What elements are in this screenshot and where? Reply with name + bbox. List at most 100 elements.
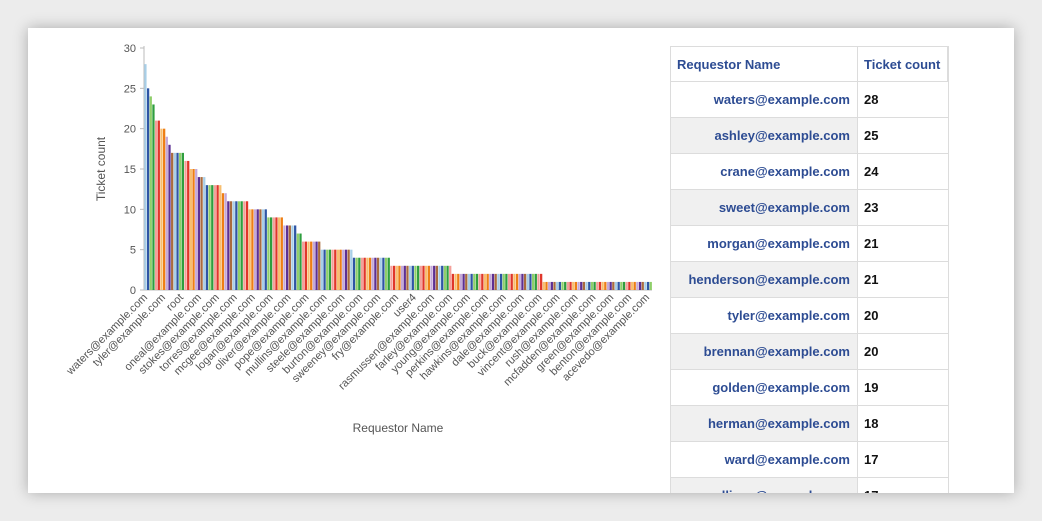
bar[interactable] [261,209,265,290]
bar[interactable] [283,225,286,290]
bar[interactable] [248,209,251,290]
bar[interactable] [491,273,495,290]
bar[interactable] [189,169,193,290]
bar[interactable] [451,273,455,290]
bar[interactable] [149,96,152,291]
bar[interactable] [497,273,500,290]
bar[interactable] [411,265,414,290]
bar[interactable] [489,273,492,290]
bar[interactable] [636,281,639,290]
bar[interactable] [630,281,634,290]
column-header-requestor[interactable]: Requestor Name [671,47,858,82]
bar[interactable] [336,249,340,290]
bar[interactable] [427,265,430,290]
bar[interactable] [200,177,203,290]
bar[interactable] [387,257,390,290]
bar[interactable] [154,120,158,290]
bar[interactable] [195,169,198,290]
bar[interactable] [339,249,342,290]
bar[interactable] [553,281,556,290]
bar[interactable] [499,273,503,290]
bar[interactable] [582,281,586,290]
bar[interactable] [646,281,650,290]
bar[interactable] [529,273,532,290]
bar[interactable] [315,241,318,290]
bar[interactable] [267,217,270,290]
bar[interactable] [430,265,433,290]
bar[interactable] [467,273,471,290]
bar[interactable] [390,265,393,290]
bar[interactable] [644,281,647,290]
bar[interactable] [235,201,238,290]
bar[interactable] [633,281,636,290]
bar[interactable] [347,249,350,290]
bar[interactable] [510,273,513,290]
bar[interactable] [286,225,289,290]
bar[interactable] [406,265,409,290]
bar[interactable] [494,273,497,290]
bar[interactable] [358,257,361,290]
bar[interactable] [360,257,364,290]
bar[interactable] [294,225,297,290]
bar[interactable] [585,281,588,290]
bar[interactable] [459,273,463,290]
bar[interactable] [408,265,412,290]
bar[interactable] [352,257,356,290]
bar[interactable] [157,120,160,290]
bar[interactable] [638,281,642,290]
bar[interactable] [481,273,484,290]
bar[interactable] [622,281,626,290]
bar[interactable] [534,273,537,290]
bar[interactable] [326,249,329,290]
bar[interactable] [296,233,299,290]
bar[interactable] [304,241,307,290]
bar[interactable] [302,241,305,290]
bar[interactable] [224,193,227,290]
bar[interactable] [334,249,337,290]
bar[interactable] [649,281,652,290]
table-row[interactable]: crane@example.com 24 [671,153,948,190]
bar[interactable] [312,241,316,290]
bar[interactable] [219,185,222,290]
bar[interactable] [564,281,567,290]
bar[interactable] [237,201,241,290]
bar[interactable] [574,281,578,290]
bar[interactable] [288,225,291,290]
bar[interactable] [403,265,406,290]
bar[interactable] [475,273,479,290]
table-row[interactable]: ashley@example.com 25 [671,117,948,154]
bar[interactable] [368,257,372,290]
bar[interactable] [251,209,254,290]
bar[interactable] [606,281,610,290]
bar[interactable] [392,265,396,290]
bar[interactable] [515,273,519,290]
bar[interactable] [350,249,353,290]
bar[interactable] [184,160,187,290]
bar[interactable] [211,185,214,290]
bar[interactable] [617,281,620,290]
bar[interactable] [438,265,441,290]
bar[interactable] [561,281,564,290]
bar[interactable] [590,281,594,290]
bar[interactable] [588,281,591,290]
bar[interactable] [216,185,219,290]
bar[interactable] [598,281,602,290]
bar[interactable] [363,257,366,290]
bar[interactable] [160,128,163,290]
table-row[interactable]: morgan@example.com 21 [671,225,948,262]
bar[interactable] [256,209,259,290]
bar[interactable] [197,177,201,290]
bar[interactable] [181,152,184,290]
bar[interactable] [531,273,535,290]
bar[interactable] [507,273,511,290]
bar[interactable] [310,241,313,290]
bar[interactable] [593,281,596,290]
bar[interactable] [462,273,465,290]
bar[interactable] [478,273,481,290]
bar[interactable] [173,152,176,290]
bar[interactable] [366,257,369,290]
bar[interactable] [376,257,380,290]
bar[interactable] [342,249,345,290]
bar[interactable] [355,257,358,290]
